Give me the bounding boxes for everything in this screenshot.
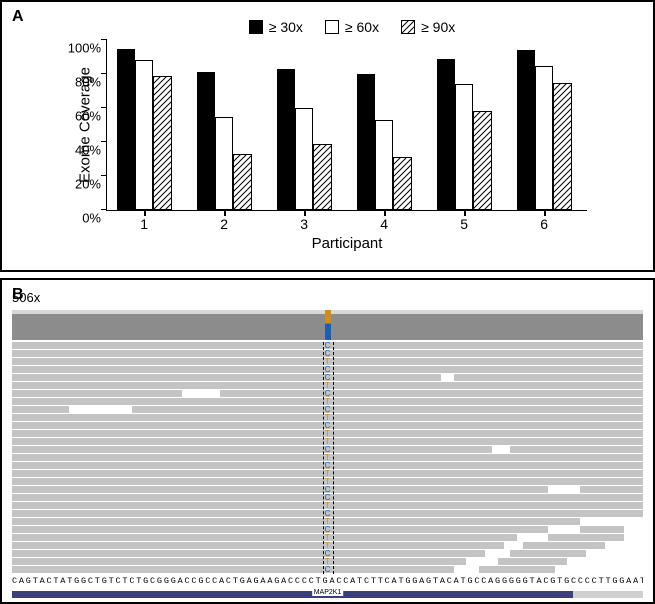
read: [523, 542, 605, 549]
read: [12, 558, 466, 565]
x-tick-label: 1: [140, 216, 148, 232]
bar: [517, 50, 535, 210]
reference-sequence: CAGTACTATGGCTGTCTCTGCGGGACCGCCACTGAGAAGA…: [12, 576, 643, 586]
bar: [393, 157, 411, 210]
read: [12, 446, 492, 453]
bar: [295, 108, 313, 210]
y-tick-label: 20%: [51, 177, 101, 192]
coverage-variant-bar: [325, 310, 331, 340]
read: [132, 406, 643, 413]
bar: [233, 154, 251, 210]
legend-item: ≥ 30x: [249, 19, 303, 35]
read: [12, 566, 454, 573]
read: [220, 390, 643, 397]
center-guideline: [323, 342, 324, 574]
legend-label: ≥ 60x: [345, 19, 379, 35]
depth-label: 506x: [12, 290, 40, 305]
x-tick-label: 6: [540, 216, 548, 232]
reads-track: T CCTCCTCTCTCTTCTCTTCCTCTCTTCTC: [12, 342, 643, 574]
bar: [357, 74, 375, 210]
y-tick-mark: [101, 141, 107, 143]
x-tick-label: 2: [220, 216, 228, 232]
bar: [277, 69, 295, 210]
panel-a: A ≥ 30x ≥ 60x ≥ 90x Exome Coverage Partici…: [0, 0, 655, 272]
bar: [455, 84, 473, 210]
read: [12, 526, 548, 533]
y-tick-mark: [101, 39, 107, 41]
legend-swatch: [401, 20, 415, 34]
legend-swatch: [325, 20, 339, 34]
read: [548, 534, 624, 541]
bar: [215, 117, 233, 211]
legend-label: ≥ 90x: [421, 19, 455, 35]
read: [12, 390, 182, 397]
read: [580, 486, 643, 493]
y-tick-mark: [101, 73, 107, 75]
y-tick-label: 40%: [51, 143, 101, 158]
coverage-bar-chart: ≥ 30x ≥ 60x ≥ 90x Exome Coverage Participa…: [92, 14, 612, 254]
bar: [553, 83, 571, 211]
y-tick-label: 100%: [51, 41, 101, 56]
y-tick-mark: [101, 175, 107, 177]
read: [580, 526, 624, 533]
y-tick-mark: [101, 107, 107, 109]
bar: [437, 59, 455, 210]
center-guideline: [333, 342, 334, 574]
y-tick-label: 60%: [51, 109, 101, 124]
read: [12, 550, 485, 557]
bar: [473, 111, 491, 210]
bar: [375, 120, 393, 210]
read: [12, 486, 548, 493]
x-tick-label: 5: [460, 216, 468, 232]
legend-item: ≥ 90x: [401, 19, 455, 35]
read: [12, 534, 517, 541]
read: [454, 374, 643, 381]
y-tick-label: 0%: [51, 211, 101, 226]
panel-b: B 506x T CCTCCTCTCTCTTCTCTTCCTCTCTTCTC C…: [0, 278, 655, 604]
bar: [117, 49, 135, 211]
read: [12, 518, 580, 525]
panel-a-label: A: [12, 8, 24, 26]
read: [510, 550, 586, 557]
bar: [197, 72, 215, 210]
legend-label: ≥ 30x: [269, 19, 303, 35]
x-axis-title: Participant: [312, 235, 383, 252]
y-tick-label: 80%: [51, 75, 101, 90]
legend: ≥ 30x ≥ 60x ≥ 90x: [92, 14, 612, 40]
read: [12, 374, 441, 381]
read: [498, 558, 567, 565]
x-tick-label: 4: [380, 216, 388, 232]
figure: A ≥ 30x ≥ 60x ≥ 90x Exome Coverage Partici…: [0, 0, 655, 604]
x-tick-label: 3: [300, 216, 308, 232]
bar: [313, 144, 331, 210]
legend-item: ≥ 60x: [325, 19, 379, 35]
plot-area: Exome Coverage Participant 0%20%40%60%80…: [106, 40, 587, 211]
coverage-track: [12, 310, 643, 340]
read: [12, 542, 504, 549]
y-tick-mark: [101, 209, 107, 211]
bar: [135, 60, 153, 210]
bar: [153, 76, 171, 210]
legend-swatch: [249, 20, 263, 34]
alignment-viewer: 506x T CCTCCTCTCTCTTCTCTTCCTCTCTTCTC CAG…: [12, 310, 643, 592]
read: [479, 566, 555, 573]
bar: [535, 66, 553, 211]
read: [510, 446, 643, 453]
read: [12, 406, 69, 413]
read-variant-base: C: [325, 565, 331, 574]
gene-name: MAP2K1: [312, 589, 344, 596]
